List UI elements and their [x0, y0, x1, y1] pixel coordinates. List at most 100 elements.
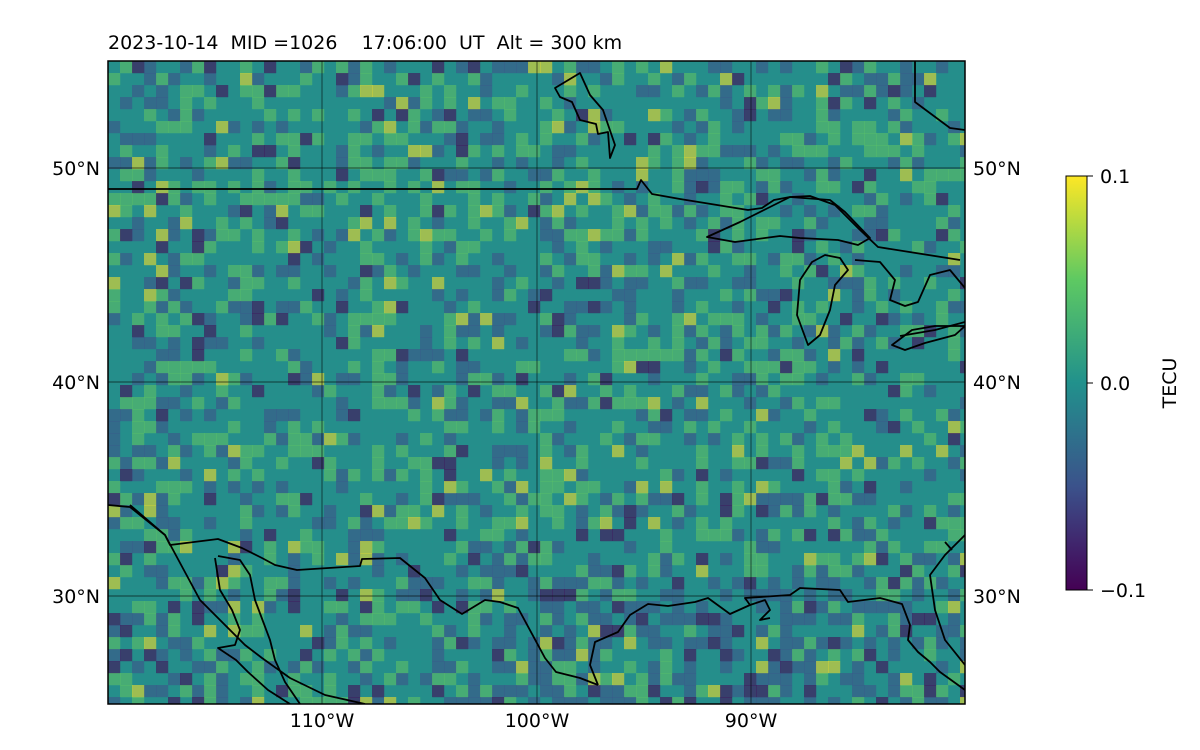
tec-cell [180, 397, 193, 410]
tec-cell [552, 121, 565, 134]
tec-cell [180, 637, 193, 650]
tec-cell [816, 109, 829, 122]
tec-cell [960, 229, 965, 242]
tec-cell [612, 493, 625, 506]
tec-cell [660, 493, 673, 506]
tec-cell [636, 589, 649, 602]
tec-cell [612, 253, 625, 266]
tec-cell [480, 517, 493, 530]
tec-cell [624, 205, 637, 218]
tec-cell [696, 445, 709, 458]
tec-cell [552, 685, 565, 698]
tec-cell [324, 169, 337, 182]
tec-cell [528, 109, 541, 122]
tec-cell [276, 145, 289, 158]
tec-cell [504, 553, 517, 566]
tec-cell [432, 313, 445, 326]
tec-cell [324, 133, 337, 146]
tec-cell [552, 109, 565, 122]
tec-cell [372, 421, 385, 434]
tec-cell [696, 217, 709, 230]
tec-cell [612, 589, 625, 602]
tec-cell [180, 193, 193, 206]
tec-cell [240, 121, 253, 134]
tec-cell [792, 61, 805, 74]
tec-cell [564, 613, 577, 626]
tec-cell [228, 397, 241, 410]
tec-cell [660, 685, 673, 698]
tec-cell [396, 385, 409, 398]
tec-cell [732, 157, 745, 170]
tec-cell [180, 97, 193, 110]
tec-cell [132, 337, 145, 350]
tec-cell [408, 229, 421, 242]
tec-cell [756, 349, 769, 362]
tec-cell [708, 637, 721, 650]
tec-cell [348, 457, 361, 470]
tec-cell [660, 145, 673, 158]
tec-cell [744, 409, 757, 422]
tec-cell [132, 229, 145, 242]
tec-cell [912, 541, 925, 554]
tec-cell [480, 229, 493, 242]
tec-cell [252, 469, 265, 482]
tec-cell [888, 301, 901, 314]
tec-cell [696, 433, 709, 446]
tec-cell [480, 457, 493, 470]
tec-cell [312, 385, 325, 398]
tec-cell [552, 157, 565, 170]
gulf-coast-texas-mexico [589, 587, 965, 691]
tec-cell [816, 469, 829, 482]
tec-cell [864, 349, 877, 362]
tec-cell [336, 469, 349, 482]
lake-ontario [899, 321, 965, 337]
tec-cell [396, 373, 409, 386]
tec-cell [756, 109, 769, 122]
tec-cell [504, 457, 517, 470]
tec-cell [876, 685, 889, 698]
tec-cell [588, 337, 601, 350]
tec-cell [312, 541, 325, 554]
tec-cell [672, 541, 685, 554]
tec-cell [900, 73, 913, 86]
tec-cell [624, 637, 637, 650]
tec-cell [912, 517, 925, 530]
tec-cell [240, 517, 253, 530]
tec-cell [960, 661, 965, 674]
tec-cell [756, 433, 769, 446]
tec-cell [228, 145, 241, 158]
tec-cell [792, 277, 805, 290]
lat-label-left-40: 40°N [52, 372, 100, 394]
tec-cell [936, 277, 949, 290]
tec-cell [444, 301, 457, 314]
tec-cell [324, 277, 337, 290]
tec-cell [696, 553, 709, 566]
tec-cell [144, 277, 157, 290]
tec-cell [792, 517, 805, 530]
tec-cell [888, 229, 901, 242]
tec-cell [852, 85, 865, 98]
tec-cell [468, 493, 481, 506]
tec-cell [540, 613, 553, 626]
tec-cell [552, 313, 565, 326]
tec-cell [672, 205, 685, 218]
tec-cell [432, 169, 445, 182]
tec-cell [312, 433, 325, 446]
tec-cell [324, 253, 337, 266]
tec-cell [456, 193, 469, 206]
tec-cell [168, 613, 181, 626]
tec-cell [120, 145, 133, 158]
tec-cell [420, 529, 433, 542]
tec-cell [480, 601, 493, 614]
tec-cell [348, 253, 361, 266]
tec-cell [360, 433, 373, 446]
tec-cell [264, 277, 277, 290]
tec-cell [540, 469, 553, 482]
tec-cell [948, 289, 961, 302]
tec-cell [480, 169, 493, 182]
tec-cell [492, 337, 505, 350]
tec-cell [348, 229, 361, 242]
tec-cell [684, 265, 697, 278]
tec-cell [924, 469, 937, 482]
tec-cell [768, 169, 781, 182]
